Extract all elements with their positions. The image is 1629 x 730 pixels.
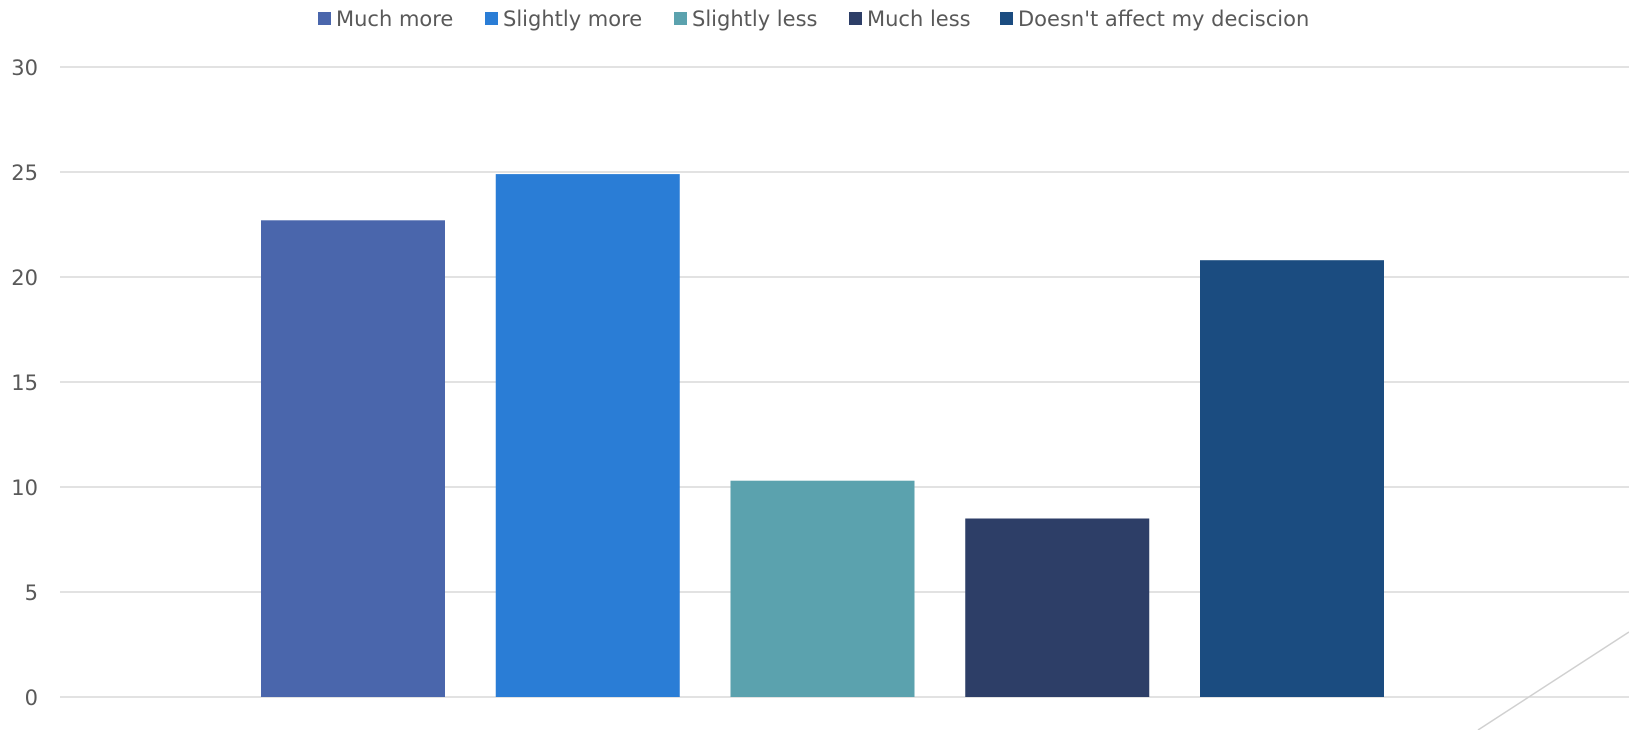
bar-much-less [965, 518, 1150, 697]
bar-much-more [261, 220, 445, 698]
legend-label: Doesn't affect my deciscion [1018, 7, 1309, 31]
legend-label: Slightly less [692, 7, 817, 31]
legend-item: Slightly more [485, 7, 642, 31]
bar-slightly-less [730, 480, 915, 697]
legend: Much more Slightly more Slightly less Much … [318, 7, 1309, 31]
y-axis-tick-labels: 0 5 10 15 20 25 30 [11, 56, 38, 710]
decorative-diagonal-line [1477, 631, 1629, 730]
legend-item: Slightly less [674, 7, 817, 31]
y-tick-label: 25 [11, 161, 38, 185]
legend-swatch [1000, 12, 1013, 25]
legend-label: Slightly more [503, 7, 642, 31]
legend-swatch [318, 12, 331, 25]
legend-item: Much less [849, 7, 971, 31]
bar-slightly-more [495, 174, 680, 698]
legend-item: Much more [318, 7, 453, 31]
legend-swatch [485, 12, 498, 25]
legend-item: Doesn't affect my deciscion [1000, 7, 1309, 31]
y-tick-label: 15 [11, 371, 38, 395]
bar-doesn-t-affect-my-deciscion [1200, 260, 1384, 697]
y-tick-label: 10 [11, 476, 38, 500]
y-tick-label: 20 [11, 266, 38, 290]
legend-swatch [674, 12, 687, 25]
y-tick-label: 30 [11, 56, 38, 80]
legend-swatch [849, 12, 862, 25]
y-tick-label: 0 [25, 686, 38, 710]
bars [261, 174, 1384, 698]
legend-label: Much more [336, 7, 453, 31]
y-tick-label: 5 [25, 581, 38, 605]
legend-label: Much less [867, 7, 971, 31]
